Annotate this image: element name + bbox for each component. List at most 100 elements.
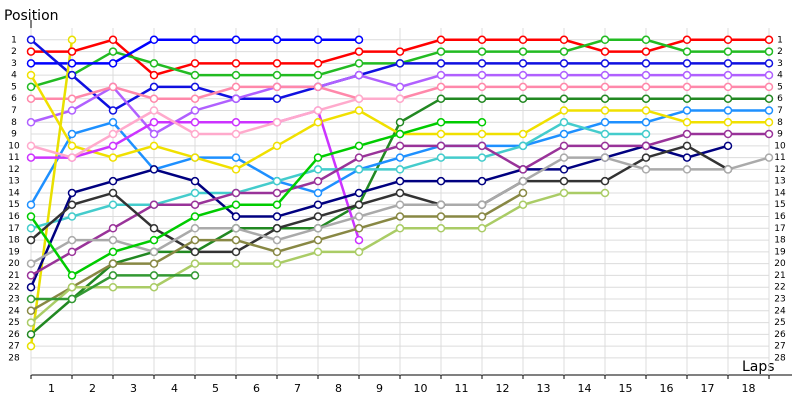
y-tick-label: 20 xyxy=(8,259,20,269)
point xyxy=(600,47,610,56)
point xyxy=(395,118,405,127)
point xyxy=(518,94,528,103)
point xyxy=(518,176,528,186)
point xyxy=(682,70,692,80)
point xyxy=(149,282,159,292)
point xyxy=(723,129,733,139)
point xyxy=(313,82,323,92)
point xyxy=(723,118,733,127)
point xyxy=(26,282,36,292)
point xyxy=(67,106,77,115)
point xyxy=(436,82,446,92)
x-tick-label: 10 xyxy=(414,382,428,395)
point xyxy=(682,129,692,139)
point xyxy=(436,212,446,221)
point xyxy=(395,212,405,221)
y-tick-label: 18 xyxy=(8,236,20,246)
point xyxy=(108,259,118,268)
point xyxy=(764,94,774,103)
point xyxy=(231,259,241,268)
point xyxy=(600,176,610,186)
point xyxy=(149,106,159,115)
point xyxy=(272,35,282,45)
point xyxy=(395,224,405,233)
point xyxy=(190,271,200,280)
point xyxy=(395,141,405,151)
point xyxy=(600,141,610,151)
x-tick-label: 11 xyxy=(455,382,469,395)
point xyxy=(190,118,200,127)
point xyxy=(190,235,200,245)
point xyxy=(477,129,487,139)
point xyxy=(272,224,282,233)
point xyxy=(26,47,36,56)
point xyxy=(723,59,733,68)
point xyxy=(559,165,569,174)
point xyxy=(313,153,323,162)
point xyxy=(26,330,36,339)
point xyxy=(190,212,200,221)
point xyxy=(559,153,569,162)
point xyxy=(67,212,77,221)
y-tick-label: 16 xyxy=(8,212,20,222)
point xyxy=(272,94,282,103)
point xyxy=(559,106,569,115)
point xyxy=(518,188,528,198)
point xyxy=(354,70,364,80)
point xyxy=(190,35,200,45)
point xyxy=(149,259,159,268)
point xyxy=(436,129,446,139)
point xyxy=(395,188,405,198)
point xyxy=(354,188,364,198)
point xyxy=(641,165,651,174)
point xyxy=(518,47,528,56)
y-tick-label: 15 xyxy=(774,200,785,210)
y-tick-label: 13 xyxy=(8,177,19,187)
point xyxy=(108,82,118,92)
point xyxy=(272,82,282,92)
point xyxy=(723,47,733,56)
point xyxy=(272,212,282,221)
point xyxy=(395,176,405,186)
point xyxy=(108,153,118,162)
point xyxy=(723,70,733,80)
point xyxy=(149,118,159,127)
point xyxy=(682,106,692,115)
point xyxy=(149,224,159,233)
point xyxy=(436,176,446,186)
y-tick-label: 14 xyxy=(774,188,786,198)
point xyxy=(559,82,569,92)
point xyxy=(190,200,200,209)
point xyxy=(600,188,610,198)
y-tick-label: 8 xyxy=(11,118,17,128)
y-axis-title: Position xyxy=(4,8,59,24)
y-tick-label: 27 xyxy=(774,342,785,352)
point xyxy=(26,35,36,45)
y-tick-label: 9 xyxy=(777,130,783,140)
point xyxy=(190,259,200,268)
point xyxy=(313,235,323,245)
point xyxy=(354,165,364,174)
point xyxy=(108,176,118,186)
point xyxy=(272,235,282,245)
point xyxy=(641,153,651,162)
point xyxy=(559,176,569,186)
point xyxy=(436,153,446,162)
point xyxy=(723,82,733,92)
point xyxy=(682,47,692,56)
point xyxy=(764,129,774,139)
point xyxy=(354,35,364,45)
point xyxy=(559,47,569,56)
y-tick-label: 25 xyxy=(8,318,19,328)
point xyxy=(149,129,159,139)
point xyxy=(313,118,323,127)
point xyxy=(395,129,405,139)
point xyxy=(518,70,528,80)
point xyxy=(149,141,159,151)
y-tick-label: 28 xyxy=(774,353,786,363)
point xyxy=(682,141,692,151)
x-tick-label: 18 xyxy=(742,382,756,395)
point xyxy=(436,141,446,151)
point xyxy=(477,224,487,233)
